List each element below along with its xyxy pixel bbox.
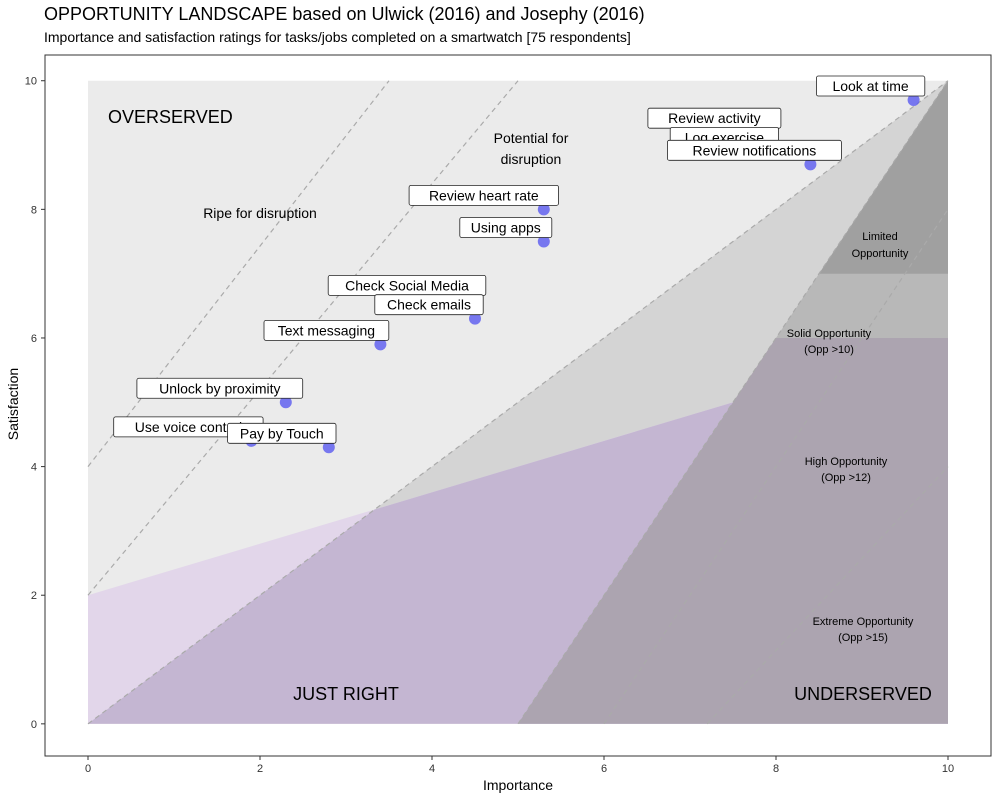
label-limited-line-2: Opportunity <box>852 248 909 260</box>
point-label-text: Look at time <box>832 78 908 94</box>
point-label-text: Text messaging <box>278 322 375 338</box>
label-just-right: JUST RIGHT <box>293 684 399 704</box>
point-label-box <box>816 75 926 97</box>
point-label-text: Review heart rate <box>429 187 539 203</box>
point-label-3: Review notifications <box>667 139 842 161</box>
label-high-line-2: (Opp >12) <box>821 472 871 484</box>
point-label-8: Text messaging <box>263 320 390 341</box>
point-3 <box>804 158 817 171</box>
point-label-11: Pay by Touch <box>227 422 337 444</box>
x-tick-label: 4 <box>429 763 435 775</box>
point-label-text: Review notifications <box>693 142 817 158</box>
point-label-box <box>408 184 559 206</box>
dashed-line-3 <box>517 80 949 725</box>
point-label-text: Check emails <box>387 297 471 313</box>
y-tick-label: 2 <box>31 590 37 602</box>
y-tick-label: 6 <box>31 333 37 345</box>
x-tick-label: 10 <box>942 763 954 775</box>
label-extreme-line-2: (Opp >15) <box>838 632 888 644</box>
label-potential-line-1: Potential for <box>494 130 569 146</box>
point-7 <box>469 312 481 325</box>
y-tick-label: 8 <box>31 204 37 216</box>
label-overserved: OVERSERVED <box>108 107 233 127</box>
label-underserved: UNDERSERVED <box>794 684 932 704</box>
point-8 <box>374 338 387 351</box>
label-limited-line-1: Limited <box>862 231 897 243</box>
point-label-text: Unlock by proximity <box>159 380 280 396</box>
point-label-box <box>459 217 553 238</box>
y-tick-label: 10 <box>25 76 37 88</box>
plot-panel-border <box>44 54 992 757</box>
point-label-box <box>263 320 390 341</box>
y-tick-label: 4 <box>31 462 37 474</box>
point-label-10: Use voice control <box>113 416 264 438</box>
dashed-line-2 <box>87 80 949 725</box>
y-axis: 0 2 4 6 8 10 <box>25 76 45 731</box>
label-solid-line-1: Solid Opportunity <box>787 328 872 340</box>
point-label-7: Check emails <box>374 294 484 316</box>
label-solid-line-2: (Opp >10) <box>804 344 854 356</box>
x-axis: 0 2 4 6 8 10 <box>85 756 954 775</box>
point-label-4: Review heart rate <box>408 184 559 206</box>
point-label-5: Using apps <box>459 217 553 238</box>
label-potential-line-2: disruption <box>501 151 562 167</box>
point-9 <box>279 396 292 409</box>
chart-title: OPPORTUNITY LANDSCAPE based on Ulwick (2… <box>44 4 645 24</box>
x-tick-label: 2 <box>257 763 263 775</box>
region-underserved <box>518 338 948 724</box>
point-label-0: Look at time <box>816 75 926 97</box>
point-label-6: Check Social Media <box>327 274 487 296</box>
label-high-line-1: High Opportunity <box>805 456 888 468</box>
point-label-text: Using apps <box>471 220 541 236</box>
x-tick-label: 8 <box>773 763 779 775</box>
point-11 <box>322 441 335 454</box>
point-label-box <box>136 377 304 399</box>
point-label-box <box>227 422 337 444</box>
point-label-text: Check Social Media <box>345 277 469 293</box>
label-extreme-line-1: Extreme Opportunity <box>813 616 914 628</box>
point-5 <box>537 235 550 248</box>
label-ripe-for-disruption: Ripe for disruption <box>203 205 317 221</box>
point-4 <box>537 203 550 216</box>
region-labels: OVERSERVED JUST RIGHT UNDERSERVED Ripe f… <box>108 107 932 704</box>
point-label-box <box>667 139 842 161</box>
y-axis-label: Satisfaction <box>5 368 21 440</box>
point-label-text: Review activity <box>668 110 761 126</box>
point-label-text: Use voice control <box>135 419 242 435</box>
point-label-1: Review activity <box>647 107 782 129</box>
dashed-line-4 <box>603 209 949 725</box>
point-0 <box>907 94 920 107</box>
dashed-line-5 <box>706 466 949 725</box>
dashed-line-1 <box>87 80 390 467</box>
x-axis-label: Importance <box>483 777 553 793</box>
point-label-text: Pay by Touch <box>240 425 324 441</box>
point-label-box <box>374 294 484 316</box>
chart-subtitle: Importance and satisfaction ratings for … <box>44 29 631 45</box>
point-label-9: Unlock by proximity <box>136 377 304 399</box>
y-tick-label: 0 <box>31 719 37 731</box>
x-tick-label: 0 <box>85 763 91 775</box>
x-tick-label: 6 <box>601 763 607 775</box>
